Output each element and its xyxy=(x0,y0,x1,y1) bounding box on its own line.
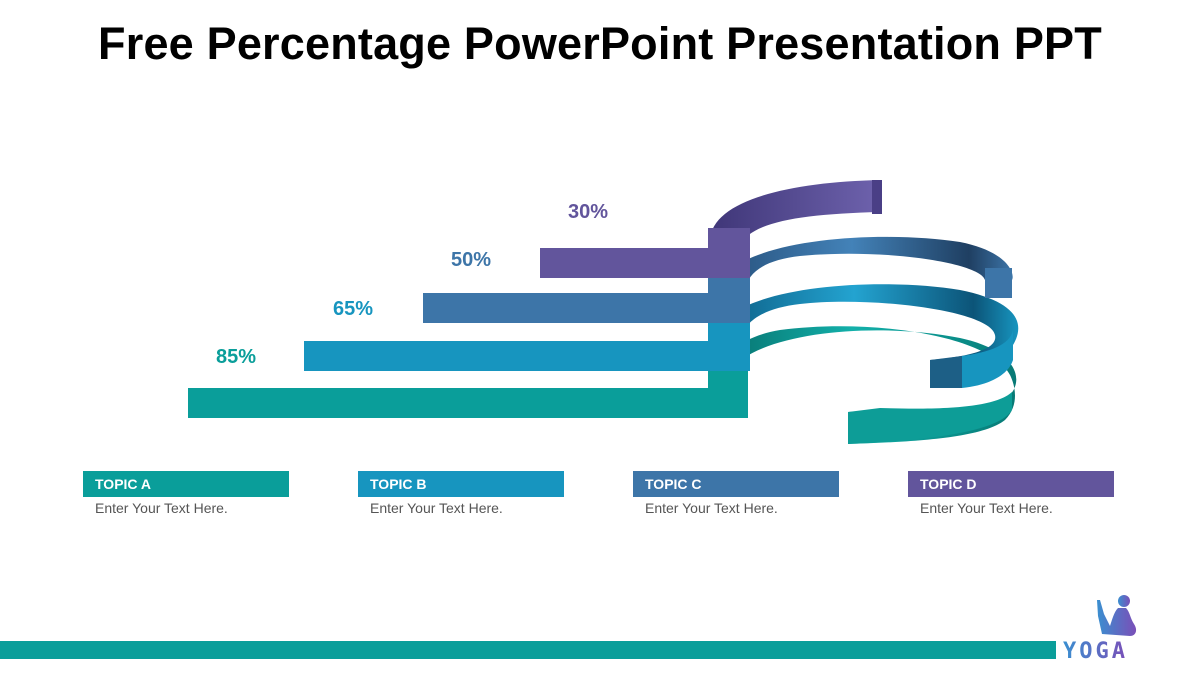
topic-b: TOPIC B Enter Your Text Here. xyxy=(358,471,564,516)
footer-bar xyxy=(0,641,1056,659)
topic-c-text: Enter Your Text Here. xyxy=(645,500,778,516)
ring-topic-c xyxy=(423,236,1013,323)
topic-d: TOPIC D Enter Your Text Here. xyxy=(908,471,1114,516)
slide-title: Free Percentage PowerPoint Presentation … xyxy=(98,18,1102,69)
label-topic-c: 50% xyxy=(451,249,492,271)
label-topic-a: 85% xyxy=(216,346,257,368)
label-topic-d: 30% xyxy=(568,201,609,223)
ring-topic-b xyxy=(304,284,1019,388)
yoga-logo-icon: YOGA xyxy=(1063,595,1137,662)
topic-b-text: Enter Your Text Here. xyxy=(370,500,503,516)
topic-c: TOPIC C Enter Your Text Here. xyxy=(633,471,839,516)
topic-d-title: TOPIC D xyxy=(908,471,1114,497)
ring-topic-d xyxy=(540,180,882,278)
topic-a-text: Enter Your Text Here. xyxy=(95,500,228,516)
logo-text: YOGA xyxy=(1063,639,1128,662)
topic-a: TOPIC A Enter Your Text Here. xyxy=(83,471,289,516)
ring-topic-a xyxy=(188,326,1017,444)
topic-d-text: Enter Your Text Here. xyxy=(920,500,1053,516)
topic-c-title: TOPIC C xyxy=(633,471,839,497)
topic-b-title: TOPIC B xyxy=(358,471,564,497)
topic-a-title: TOPIC A xyxy=(83,471,289,497)
label-topic-b: 65% xyxy=(333,298,374,320)
